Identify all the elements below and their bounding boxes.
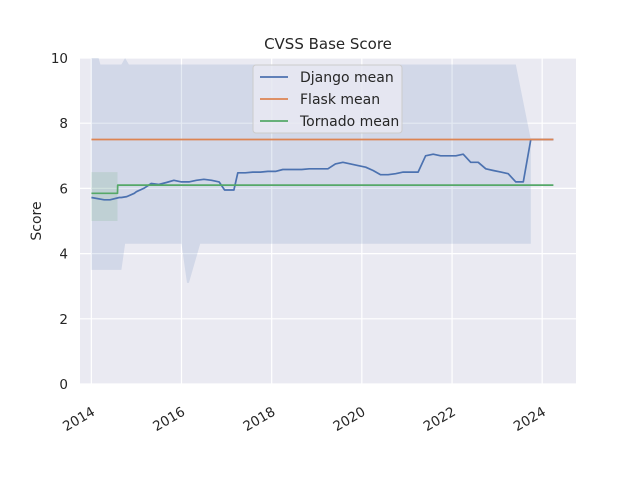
y-tick-label: 10: [51, 51, 68, 67]
y-tick-label: 8: [59, 116, 68, 132]
x-tick-label: 2022: [421, 404, 459, 435]
y-tick-label: 6: [59, 181, 68, 197]
legend-entry: Tornado mean: [299, 114, 399, 130]
y-tick-label: 0: [59, 377, 68, 393]
y-axis-label: Score: [29, 201, 45, 240]
x-tick-label: 2024: [511, 404, 549, 435]
band-tornado-mean: [91, 172, 118, 221]
y-tick-label: 4: [59, 247, 68, 263]
legend-box: [252, 64, 403, 134]
series-lines: [91, 138, 554, 201]
y-tick-labels: 0 2 4 6 8 10: [51, 51, 68, 393]
legend-entry: Flask mean: [300, 92, 380, 108]
y-tick-label: 2: [59, 312, 68, 328]
x-tick-label: 2020: [331, 404, 369, 435]
chart-title: CVSS Base Score: [264, 35, 392, 53]
series-line-tornado-mean: [91, 184, 554, 195]
legend-entry: Django mean: [300, 70, 394, 86]
x-tick-label: 2016: [150, 404, 188, 435]
x-tick-label: 2014: [60, 404, 98, 435]
legend: Django mean Flask mean Tornado mean: [252, 64, 403, 134]
x-tick-label: 2018: [240, 404, 278, 435]
confidence-bands: [91, 58, 531, 283]
x-tick-labels: 2014 2016 2018 2020 2022 2024: [60, 404, 549, 435]
band-django-mean: [91, 58, 531, 283]
